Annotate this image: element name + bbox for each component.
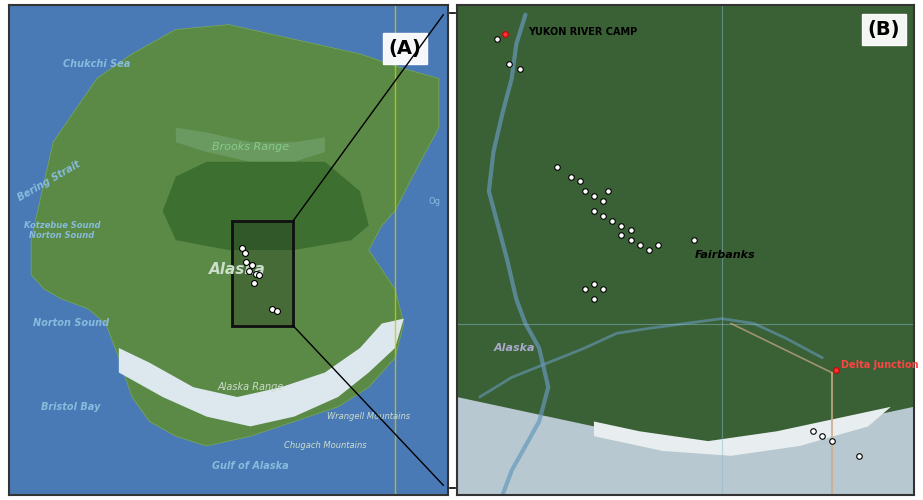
Point [252,272,267,280]
Point [641,246,656,254]
Polygon shape [31,201,119,250]
Point [632,241,647,249]
Point [687,236,701,244]
Point [595,285,610,293]
Point [605,216,619,224]
Polygon shape [119,318,404,426]
Point [595,197,610,205]
Text: Kotzebue Sound
Norton Sound: Kotzebue Sound Norton Sound [24,220,100,240]
Text: Wrangell Mountains: Wrangell Mountains [327,412,411,421]
Point [245,260,259,268]
Text: (B): (B) [868,20,900,38]
Point [806,428,821,436]
Text: Norton Sound: Norton Sound [32,318,109,328]
Point [242,267,257,275]
Polygon shape [162,162,368,250]
Point [829,366,844,374]
Point [573,178,588,186]
Point [651,241,665,249]
Point [550,162,565,170]
Text: Gulf of Alaska: Gulf of Alaska [212,460,289,470]
Text: YUKON RIVER CAMP: YUKON RIVER CAMP [528,27,637,37]
Point [246,280,261,287]
Point [824,437,839,445]
Point [502,60,517,68]
Point [234,244,249,252]
Point [586,207,601,215]
Text: Brooks Range: Brooks Range [211,142,289,152]
Polygon shape [175,128,325,162]
Polygon shape [593,407,891,456]
Bar [232,220,294,326]
Point [578,187,593,195]
Point [614,222,629,230]
Text: Alaska Range: Alaska Range [217,382,283,392]
Point [564,172,579,180]
Text: Chugach Mountains: Chugach Mountains [283,442,366,450]
Point [815,432,830,440]
Point [512,64,527,72]
Text: Og: Og [428,196,440,205]
Point [600,187,615,195]
Text: Chukchi Sea: Chukchi Sea [64,59,130,69]
Point [248,270,263,278]
Point [238,250,253,258]
Point [623,226,638,234]
Point [614,232,629,239]
Point [270,307,284,316]
Point [623,236,638,244]
Polygon shape [457,397,914,495]
Polygon shape [31,24,438,446]
Text: Bristol Bay: Bristol Bay [41,402,101,412]
Text: Fairbanks: Fairbanks [694,250,755,260]
Point [265,305,280,313]
Point [238,258,253,266]
Text: Alaska: Alaska [494,343,535,353]
Text: Bering Strait: Bering Strait [16,160,82,204]
Point [497,30,512,38]
Point [490,36,505,44]
Point [578,285,593,293]
Point [586,280,601,288]
Point [595,212,610,220]
Bar [232,220,294,326]
Point [586,192,601,200]
Text: Delta Junction: Delta Junction [841,360,918,370]
Text: (A): (A) [389,40,421,58]
Point [586,295,601,303]
Point [852,452,867,460]
Text: Alaska: Alaska [209,262,266,277]
